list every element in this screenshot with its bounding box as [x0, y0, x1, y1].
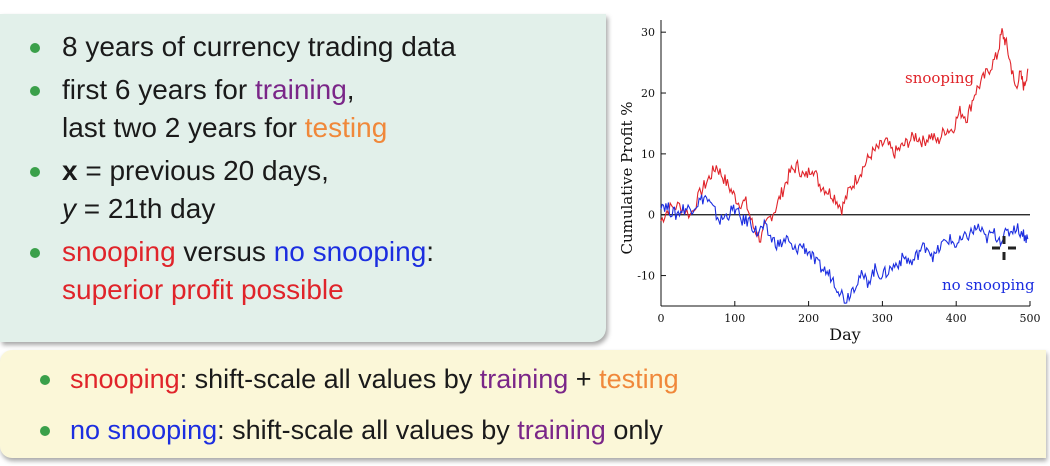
superior-profit-text: superior profit possible	[62, 274, 344, 305]
bullet-line: y = 21th day	[62, 190, 456, 228]
bullet-item-snooping: snooping versus no snooping: superior pr…	[28, 233, 456, 309]
x-tick-label: 400	[946, 312, 967, 325]
snooping-annotation: snooping	[905, 69, 974, 87]
bottom-item-snooping: snooping: shift-scale all values by trai…	[38, 362, 679, 396]
bullet-dot-icon	[40, 426, 50, 436]
bullet-dot-icon	[30, 86, 40, 96]
x-tick-label: 200	[798, 312, 819, 325]
x-tick-label: 100	[724, 312, 745, 325]
bullet-text: ,	[346, 74, 355, 105]
bullet-line: x = previous 20 days,	[62, 152, 456, 190]
training-word: training	[517, 415, 606, 445]
bullet-text: = previous 20 days,	[77, 155, 329, 186]
no-snooping-word: no snooping	[273, 236, 427, 267]
bullet-text: : shift-scale all values by	[217, 415, 518, 445]
no-snooping-word: no snooping	[70, 415, 218, 445]
chart-series-layer	[660, 28, 1029, 304]
bullet-item-split: first 6 years for training, last two 2 y…	[28, 71, 456, 147]
x-tick-label: 500	[1020, 312, 1041, 325]
bullet-line: first 6 years for training,	[62, 71, 456, 109]
bullet-text: :	[426, 236, 435, 267]
bullet-dot-icon	[30, 248, 40, 258]
bullet-text: = 21th day	[76, 193, 216, 224]
y-tick-label: -10	[637, 270, 655, 283]
bullet-text: last two 2 years for	[62, 112, 305, 143]
bottom-note-panel: snooping: shift-scale all values by trai…	[0, 350, 1046, 458]
bullet-item-data: 8 years of currency trading data	[28, 28, 456, 66]
bullet-line: last two 2 years for testing	[62, 109, 456, 147]
series-line-snooping	[660, 28, 1029, 243]
x-tick-label: 0	[658, 312, 665, 325]
bullet-text: : shift-scale all values by	[179, 364, 480, 394]
x-axis-label: Day	[829, 325, 860, 344]
profit-chart: -10 0 10 20 30 0 100 200 300 400 500 Cumulative Pr…	[608, 0, 1050, 352]
y-axis-label: Cumulative Profit %	[618, 101, 636, 254]
x-tick-label: 300	[872, 312, 893, 325]
bullet-text: first 6 years for	[62, 74, 255, 105]
bullet-item-xy: x = previous 20 days, y = 21th day	[28, 152, 456, 228]
bullet-text: 8 years of currency trading data	[62, 31, 456, 62]
x-symbol: x	[62, 155, 78, 186]
series-line-no-snooping	[660, 194, 1029, 304]
y-tick-label: 20	[641, 87, 655, 100]
snooping-word: snooping	[62, 236, 176, 267]
snooping-word: snooping	[70, 364, 180, 394]
cursor-crosshair-icon	[992, 236, 1016, 260]
bottom-item-no-snooping: no snooping: shift-scale all values by t…	[38, 413, 679, 447]
y-tick-label: 10	[641, 148, 655, 161]
no-snooping-annotation: no snooping	[942, 276, 1035, 294]
training-word: training	[479, 364, 569, 394]
bullet-dot-icon	[30, 167, 40, 177]
bullet-dot-icon	[40, 375, 50, 385]
testing-word: testing	[599, 364, 679, 394]
y-tick-label: 30	[641, 26, 655, 39]
bullet-text: +	[568, 364, 600, 394]
testing-word: testing	[304, 112, 388, 143]
y-symbol: y	[62, 193, 76, 224]
left-bullet-panel: 8 years of currency trading data first 6…	[0, 14, 606, 342]
bullet-list: 8 years of currency trading data first 6…	[28, 28, 456, 314]
bullet-line: snooping versus no snooping:	[62, 233, 456, 271]
bullet-text: only	[605, 415, 663, 445]
y-tick-label: 0	[648, 209, 655, 222]
bottom-bullet-list: snooping: shift-scale all values by trai…	[38, 362, 679, 464]
training-word: training	[254, 74, 347, 105]
bullet-text: versus	[175, 236, 274, 267]
bullet-dot-icon	[30, 43, 40, 53]
